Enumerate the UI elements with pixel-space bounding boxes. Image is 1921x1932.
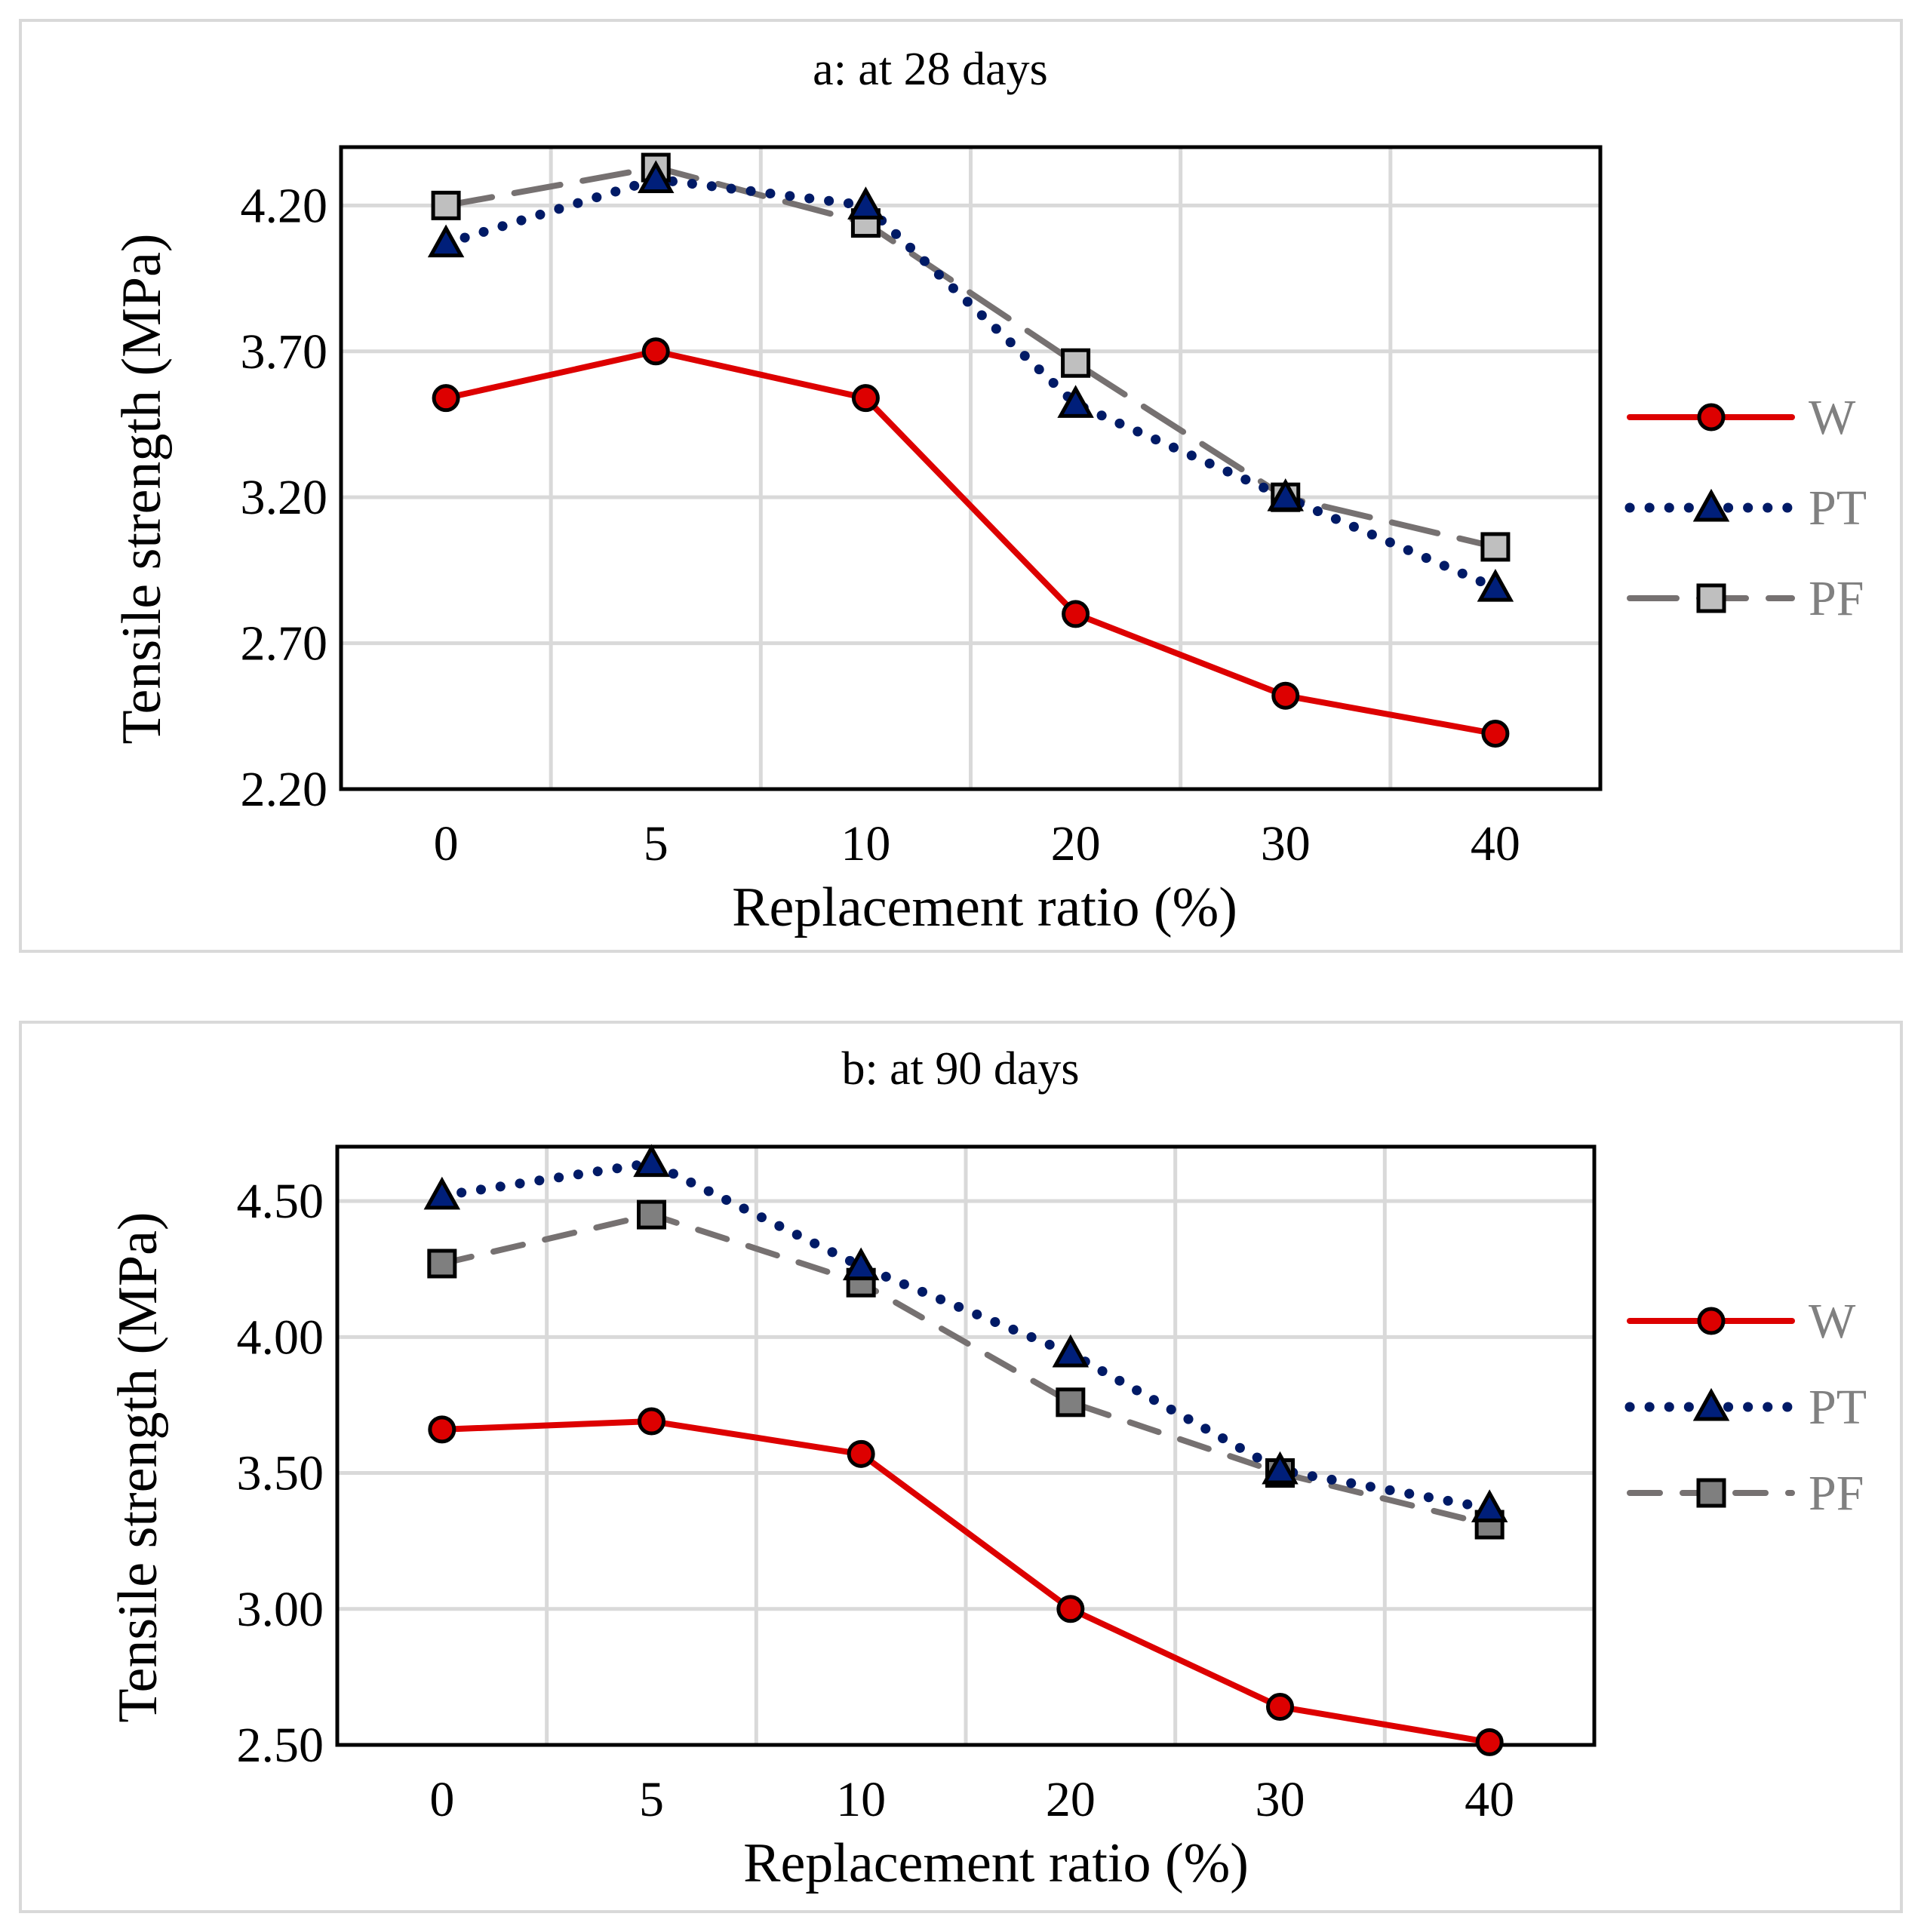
legend-label-w: W xyxy=(1809,1294,1856,1349)
data-point-pt xyxy=(842,1247,880,1281)
x-tick-label: 30 xyxy=(1261,816,1311,871)
data-point-pt xyxy=(427,224,465,258)
y-tick-label: 3.50 xyxy=(237,1446,324,1501)
y-tick-label: 2.70 xyxy=(241,616,328,671)
x-tick-label: 20 xyxy=(1046,1772,1096,1827)
chart-panel-90-days xyxy=(19,1021,1903,1913)
chart-b: 2.50 3.00 3.50 4.00 4.50 0 5 10 20 30 40 W PT PF xyxy=(237,1144,1867,1827)
x-tick-label: 30 xyxy=(1256,1772,1305,1827)
y-tick-label: 3.00 xyxy=(237,1582,324,1637)
x-tick-label: 0 xyxy=(434,816,459,871)
data-point-w xyxy=(1056,1595,1085,1623)
data-point-w xyxy=(1271,681,1300,710)
legend-label-pf: PF xyxy=(1809,571,1864,626)
chart-title-b: b: at 90 days xyxy=(841,1043,1079,1095)
series-line-pf xyxy=(443,164,1498,550)
data-point-pt xyxy=(1057,385,1094,418)
data-point-pf xyxy=(431,190,461,220)
y-tick-label: 4.50 xyxy=(237,1174,324,1229)
legend-marker-pt xyxy=(1692,1387,1730,1421)
y-tick-label: 3.20 xyxy=(241,470,328,525)
data-point-pt xyxy=(423,1176,461,1210)
data-point-pt xyxy=(1477,568,1514,602)
data-point-pt xyxy=(633,1144,670,1178)
legend-label-pt: PT xyxy=(1809,481,1867,536)
series-line-pf xyxy=(438,1212,1493,1528)
x-tick-label: 5 xyxy=(639,1772,664,1827)
data-point-w xyxy=(851,384,880,413)
y-axis-label-b: Tensile strength (MPa) xyxy=(107,1212,169,1722)
chart-a: 2.20 2.70 3.20 3.70 4.20 0 5 10 20 30 40 W PT PF xyxy=(241,145,1867,871)
data-point-w xyxy=(1062,600,1090,628)
series-line-w xyxy=(438,1418,1493,1746)
legend-label-pt: PT xyxy=(1809,1380,1867,1435)
series-line-pt xyxy=(441,174,1501,593)
data-point-w xyxy=(1481,720,1510,748)
data-point-pt xyxy=(1262,1451,1299,1485)
plot-area-border xyxy=(335,1144,1597,1747)
data-point-pt xyxy=(1052,1334,1090,1368)
y-tick-label: 4.00 xyxy=(237,1310,324,1365)
x-tick-label: 0 xyxy=(429,1772,454,1827)
y-axis-label-a: Tensile strength (MPa) xyxy=(111,233,173,744)
data-point-pt xyxy=(847,186,884,220)
data-point-w xyxy=(847,1439,875,1468)
legend-label-w: W xyxy=(1809,390,1856,445)
y-tick-label: 2.20 xyxy=(241,762,328,817)
y-tick-label: 4.20 xyxy=(241,178,328,233)
legend-marker-w xyxy=(1697,403,1726,432)
legend-marker-w xyxy=(1697,1307,1726,1335)
x-axis-label-a: Replacement ratio (%) xyxy=(732,877,1237,938)
legend-label-pf: PF xyxy=(1809,1466,1864,1521)
data-point-pf xyxy=(637,1199,666,1230)
legend-marker-pf xyxy=(1696,1478,1726,1508)
x-tick-label: 5 xyxy=(644,816,669,871)
x-tick-label: 10 xyxy=(836,1772,886,1827)
data-point-pt xyxy=(638,160,675,194)
data-point-pf xyxy=(1056,1387,1086,1418)
data-point-w xyxy=(1475,1728,1504,1756)
plot-area-border xyxy=(339,145,1603,791)
x-tick-label: 10 xyxy=(841,816,890,871)
series-line-pt xyxy=(437,1158,1495,1513)
series-line-w xyxy=(443,348,1498,737)
y-tick-label: 3.70 xyxy=(241,324,328,379)
x-tick-label: 20 xyxy=(1051,816,1101,871)
data-point-pf xyxy=(1061,348,1091,378)
data-point-pf xyxy=(1480,532,1511,562)
x-axis-label-b: Replacement ratio (%) xyxy=(743,1832,1249,1894)
x-tick-label: 40 xyxy=(1471,816,1520,871)
data-point-w xyxy=(641,337,670,366)
chart-panel-28-days xyxy=(19,19,1903,953)
data-point-pt xyxy=(1471,1489,1508,1522)
chart-title-a: a: at 28 days xyxy=(813,44,1048,95)
data-point-pf xyxy=(427,1249,457,1279)
legend-marker-pt xyxy=(1692,488,1730,522)
data-point-w xyxy=(1266,1693,1294,1722)
x-tick-label: 40 xyxy=(1465,1772,1514,1827)
data-point-pt xyxy=(1267,478,1304,511)
data-point-w xyxy=(432,384,460,413)
legend-marker-pf xyxy=(1696,583,1726,613)
y-tick-label: 2.50 xyxy=(237,1718,324,1773)
data-point-w xyxy=(428,1415,456,1444)
data-point-w xyxy=(638,1407,665,1436)
